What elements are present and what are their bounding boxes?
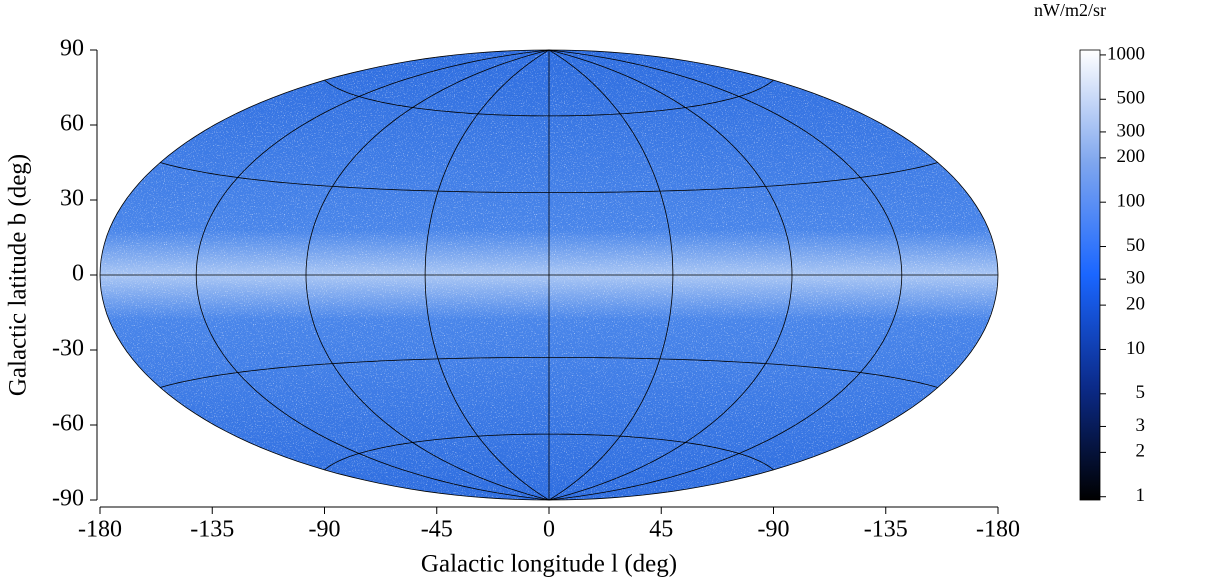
y-tick-label: -60 bbox=[52, 411, 84, 437]
x-tick-label: -90 bbox=[758, 517, 790, 543]
colorbar-tick-label: 1 bbox=[1136, 485, 1146, 506]
colorbar-tick-label: 3 bbox=[1136, 415, 1146, 436]
parallel bbox=[160, 162, 938, 193]
x-axis-label: Galactic longitude l (deg) bbox=[421, 551, 677, 578]
y-tick-label: 0 bbox=[72, 261, 84, 287]
x-tick-label: -135 bbox=[190, 517, 234, 543]
colorbar-tick-label: 300 bbox=[1117, 120, 1146, 141]
x-tick-label: -180 bbox=[78, 517, 122, 543]
x-tick-label: -45 bbox=[421, 517, 453, 543]
y-tick-label: 30 bbox=[60, 186, 84, 212]
y-tick-label: 60 bbox=[60, 111, 84, 137]
colorbar bbox=[1079, 49, 1101, 501]
colorbar-tick-label: 5 bbox=[1136, 382, 1146, 403]
colorbar-label: nW/m2/sr bbox=[1034, 0, 1106, 20]
x-tick-label: -180 bbox=[976, 517, 1020, 543]
colorbar-tick-label: 10 bbox=[1126, 338, 1145, 359]
y-tick-label: -90 bbox=[52, 486, 84, 512]
x-tick-label: 0 bbox=[543, 517, 555, 543]
y-tick-label: -30 bbox=[52, 336, 84, 362]
parallel bbox=[324, 433, 774, 471]
parallel bbox=[324, 79, 774, 117]
x-tick-label: 45 bbox=[649, 517, 673, 543]
colorbar-tick-label: 100 bbox=[1117, 191, 1146, 212]
colorbar-tick-label: 2 bbox=[1136, 441, 1146, 462]
colorbar-tick-label: 30 bbox=[1126, 268, 1145, 289]
x-tick-label: -90 bbox=[309, 517, 341, 543]
colorbar-tick-label: 50 bbox=[1126, 235, 1145, 256]
parallel bbox=[160, 357, 938, 388]
colorbar-tick-label: 500 bbox=[1117, 88, 1146, 109]
colorbar-tick-label: 20 bbox=[1126, 293, 1145, 314]
y-tick-label: 90 bbox=[60, 36, 84, 62]
colorbar-tick-label: 200 bbox=[1117, 146, 1146, 167]
y-axis-label: Galactic latitude b (deg) bbox=[5, 154, 32, 396]
colorbar-tick-label: 1000 bbox=[1107, 43, 1145, 64]
x-tick-label: -135 bbox=[864, 517, 908, 543]
